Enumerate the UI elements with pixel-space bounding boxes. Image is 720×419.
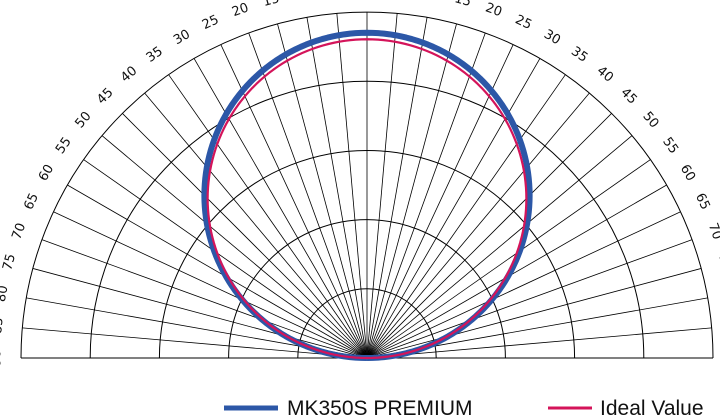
spoke-line (168, 74, 368, 359)
spoke-line (53, 211, 368, 359)
angle-tick-label: 30 (171, 27, 193, 48)
spoke-line (67, 184, 368, 359)
spoke-line (41, 239, 368, 359)
spoke-line (101, 135, 368, 359)
angle-tick-label: 35 (568, 44, 590, 66)
angle-tick-label: 20 (230, 0, 251, 20)
angle-tick-label: 50 (639, 109, 661, 131)
angular-grid-spokes (21, 12, 713, 359)
spoke-line (366, 92, 590, 359)
angle-tick-label: 75 (715, 252, 720, 272)
spoke-line (366, 17, 428, 359)
spoke-line (366, 32, 486, 359)
spoke-line (277, 23, 368, 359)
spoke-line (366, 239, 693, 359)
angle-tick-label: 40 (118, 64, 140, 86)
angle-tick-label: 60 (36, 162, 57, 184)
series-curve-ideal (206, 38, 528, 360)
angle-tick-label: 40 (594, 64, 616, 86)
angle-tick-label: 70 (9, 221, 29, 242)
angle-tick-label: 10 (422, 0, 441, 2)
angle-tick-label: 25 (200, 12, 221, 33)
angle-tick-label: 65 (692, 191, 713, 212)
spoke-line (193, 58, 368, 359)
spoke-line (366, 327, 712, 359)
spoke-line (122, 113, 368, 359)
angle-tick-label: 90 (0, 350, 5, 367)
angle-tick-label: 80 (0, 284, 11, 303)
spoke-line (22, 327, 368, 359)
angle-tick-label: 55 (53, 135, 75, 157)
spoke-line (366, 211, 681, 359)
angle-tick-label: 10 (293, 0, 312, 2)
spoke-line (248, 32, 368, 359)
spoke-line (336, 13, 368, 359)
spoke-line (306, 17, 368, 359)
angle-tick-label: 85 (0, 317, 7, 335)
angle-tick-label: 65 (21, 191, 42, 212)
angle-tick-labels: 9085807570656055504540353025201510505101… (0, 0, 720, 366)
angle-tick-label: 25 (513, 12, 534, 33)
spoke-line (144, 92, 368, 359)
spoke-line (366, 135, 633, 359)
spoke-line (366, 58, 541, 359)
angle-tick-label: 15 (453, 0, 473, 10)
spoke-line (366, 184, 667, 359)
spoke-line (83, 159, 368, 359)
spoke-line (366, 13, 398, 359)
angle-tick-label: 35 (144, 44, 166, 66)
angle-tick-label: 75 (0, 252, 19, 272)
angle-tick-label: 55 (659, 135, 681, 157)
legend-label-ideal: Ideal Value (600, 397, 704, 419)
spoke-line (366, 113, 612, 359)
angle-tick-label: 15 (261, 0, 281, 10)
angle-tick-label: 45 (94, 85, 116, 107)
series-curve-mk350s (201, 29, 533, 361)
spoke-line (366, 268, 702, 359)
angle-tick-label: 30 (541, 27, 563, 48)
spoke-line (366, 74, 566, 359)
legend: MK350S PREMIUM Ideal Value (224, 397, 704, 419)
legend-label-mk350s: MK350S PREMIUM (287, 397, 473, 419)
spoke-line (32, 268, 368, 359)
angle-tick-label: 60 (677, 162, 698, 184)
spoke-line (366, 23, 457, 359)
angle-tick-label: 50 (73, 109, 95, 131)
angle-tick-label: 20 (483, 0, 504, 20)
angle-tick-label: 45 (617, 85, 639, 107)
series-layer (201, 29, 533, 361)
angle-tick-label: 70 (705, 221, 720, 242)
spoke-line (366, 159, 651, 359)
